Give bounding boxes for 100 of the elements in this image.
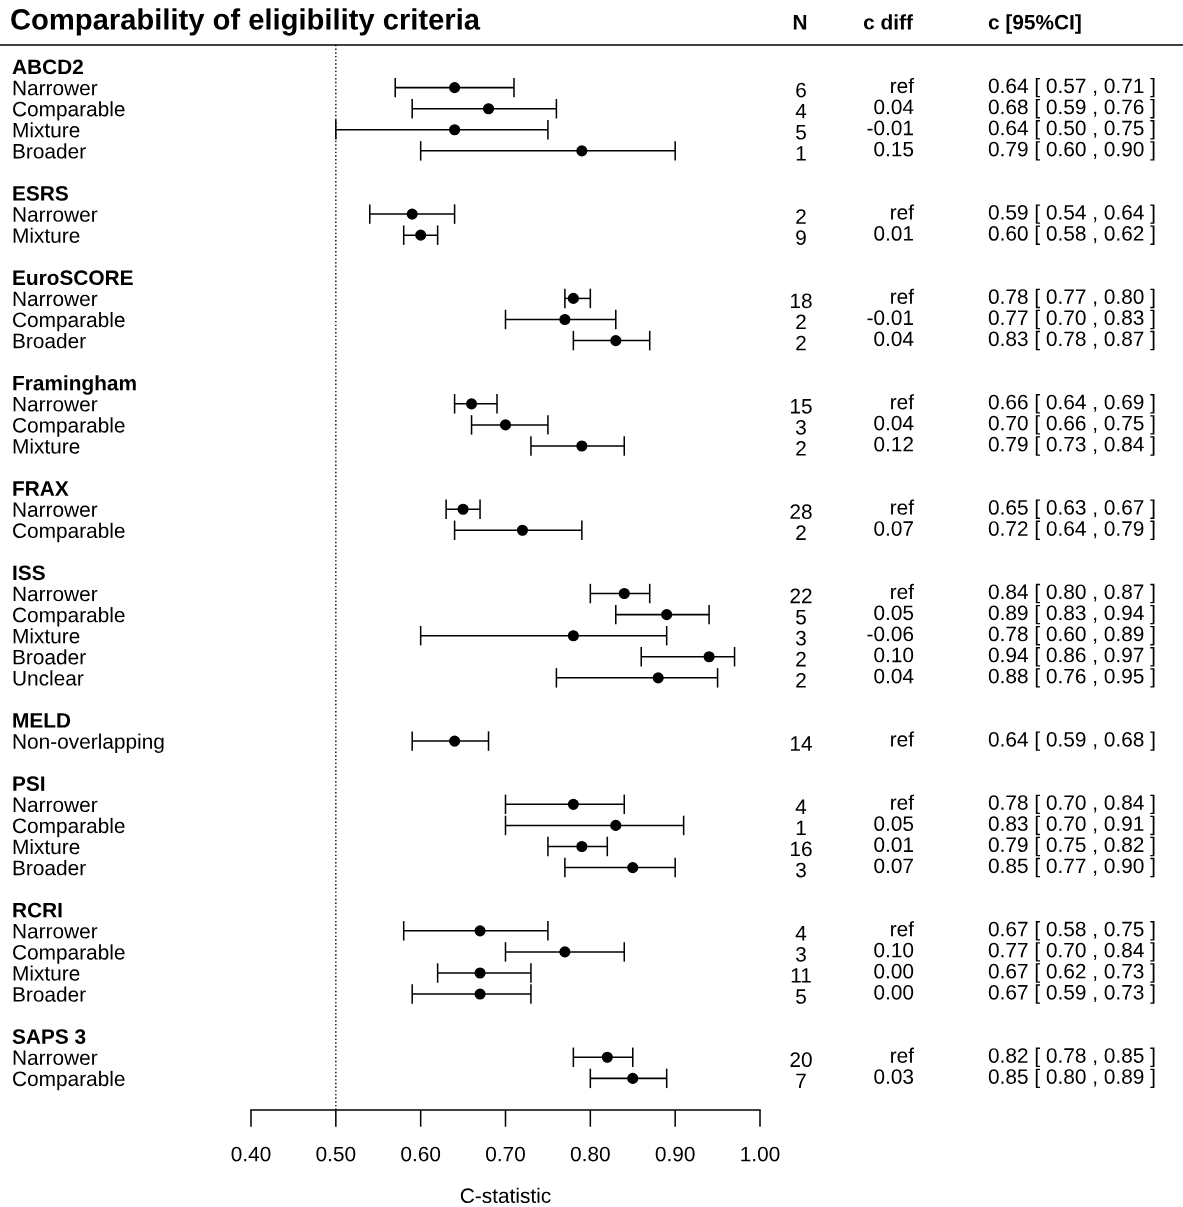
point: [627, 1072, 639, 1084]
y-tick-label: MELD: [13, 713, 71, 728]
y-tick-label: Narrower: [13, 797, 98, 813]
text: 0.10: [874, 647, 914, 663]
point: [559, 313, 571, 326]
point: [449, 124, 461, 136]
data-label: 0.78 [ 0.77 , 0.80 ]: [988, 288, 1155, 309]
data-label: 0.82 [ 0.78 , 0.85 ]: [988, 1047, 1155, 1068]
text: 2: [796, 651, 806, 667]
y-tick-label: Comparable: [13, 817, 125, 838]
text: ref: [891, 794, 915, 810]
text: 6: [796, 82, 806, 98]
text: 0.04: [874, 415, 914, 431]
point: [610, 335, 622, 347]
text: 0.05: [874, 816, 914, 832]
x-tick-label: 0.70: [486, 1146, 525, 1162]
text: 0.04: [874, 99, 914, 115]
text: ref: [891, 394, 915, 410]
text: 18: [791, 293, 812, 309]
y-tick-label: Comparable: [13, 522, 125, 543]
point: [576, 440, 588, 452]
data-label: 0.67 [ 0.62 , 0.73 ]: [988, 963, 1155, 983]
point: [627, 862, 639, 874]
data-label: 0.64 [ 0.50 , 0.75 ]: [988, 120, 1155, 140]
text: ref: [891, 499, 915, 515]
point: [449, 82, 461, 94]
text: 0.10: [874, 942, 914, 958]
y-tick-label: Mixture: [13, 227, 80, 243]
y-tick-label: Comparable: [13, 417, 125, 437]
y-tick-label: ABCD2: [12, 59, 83, 75]
y-tick-label: Unclear: [13, 670, 84, 686]
data-label: 0.85 [ 0.77 , 0.90 ]: [988, 857, 1155, 878]
data-label: 0.88 [ 0.76 , 0.95 ]: [988, 668, 1155, 688]
text: 9: [796, 230, 806, 245]
y-tick-label: Narrower: [13, 291, 98, 307]
y-tick-label: Broader: [13, 986, 86, 1002]
text: N: [793, 15, 807, 30]
text: 1: [796, 146, 806, 161]
text: 0.05: [874, 605, 914, 621]
y-tick-label: ESRS: [13, 186, 68, 201]
y-tick-label: Broader: [13, 143, 86, 159]
y-tick-label: Non-overlapping: [13, 733, 164, 753]
y-tick-label: Broader: [13, 649, 86, 665]
text: 0.04: [874, 668, 914, 684]
point: [474, 988, 486, 1000]
text: 0.00: [874, 984, 914, 1000]
text: 5: [796, 609, 806, 625]
text: 0.07: [874, 521, 913, 536]
text: 20: [790, 1052, 812, 1068]
text: 0.03: [874, 1069, 914, 1084]
y-tick-label: Framingham: [13, 375, 136, 395]
text: ref: [891, 921, 915, 937]
data-label: 0.94 [ 0.86 , 0.97 ]: [988, 647, 1155, 667]
text: 5: [796, 125, 806, 140]
point: [499, 419, 512, 431]
text: 1: [796, 820, 806, 836]
text: -0.01: [867, 310, 913, 326]
y-tick-label: Comparable: [13, 101, 125, 121]
point: [576, 145, 588, 157]
y-tick-label: Comparable: [13, 607, 125, 627]
data-label: 0.68 [ 0.59 , 0.76 ]: [988, 98, 1155, 119]
text: ref: [891, 288, 915, 305]
data-label: 0.83 [ 0.78 , 0.87 ]: [988, 330, 1155, 351]
y-tick-label: Mixture: [13, 838, 80, 855]
text: 3: [796, 630, 806, 646]
chart-title: Comparability of eligibility criteria: [11, 8, 481, 36]
point: [576, 840, 588, 853]
point: [474, 967, 486, 979]
data-label: 0.59 [ 0.54 , 0.64 ]: [988, 204, 1155, 224]
text: ref: [891, 204, 915, 220]
text: 0.15: [874, 141, 914, 157]
point: [466, 398, 478, 410]
text: 0.01: [874, 837, 913, 853]
y-tick-label: EuroSCORE: [13, 270, 133, 286]
data-label: 0.78 [ 0.70 , 0.84 ]: [988, 794, 1155, 815]
y-tick-label: FRAX: [13, 481, 69, 496]
text: ref: [891, 77, 915, 94]
point: [610, 819, 622, 831]
y-tick-label: Broader: [13, 333, 86, 349]
text: 2: [796, 525, 806, 540]
x-axis-title: C-statistic: [460, 1187, 551, 1204]
text: 16: [791, 841, 812, 857]
text: 0.12: [874, 436, 913, 452]
y-tick-label: RCRI: [13, 902, 62, 918]
y-tick-label: Narrower: [13, 586, 98, 602]
text: ref: [891, 1047, 915, 1063]
data-label: 0.67 [ 0.59 , 0.73 ]: [988, 984, 1155, 1004]
text: 2: [796, 672, 806, 688]
point: [661, 609, 673, 621]
x-tick-label: 0.90: [655, 1146, 695, 1162]
text: 2: [796, 441, 806, 456]
point: [457, 503, 469, 515]
point: [516, 524, 529, 536]
point: [415, 229, 427, 241]
text: 3: [796, 946, 806, 962]
text: 11: [791, 968, 811, 983]
y-tick-label: Comparable: [13, 1070, 125, 1091]
point: [474, 925, 486, 937]
text: 4: [795, 799, 807, 814]
x-tick-label: 0.80: [570, 1146, 610, 1162]
